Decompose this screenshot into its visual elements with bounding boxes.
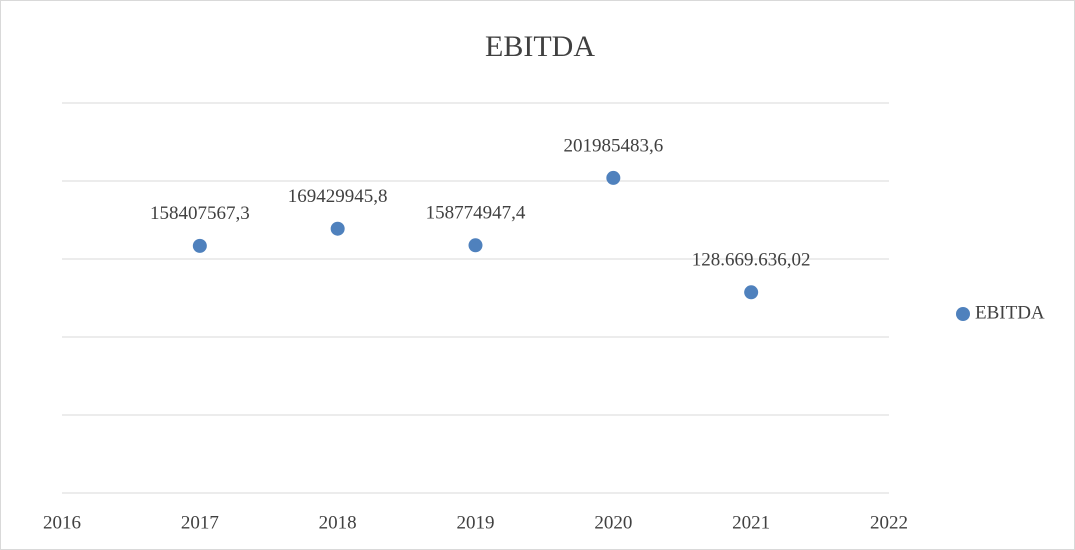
- legend-marker: [956, 307, 970, 321]
- x-tick-label: 2019: [457, 512, 495, 533]
- x-tick-label: 2020: [594, 512, 632, 533]
- point: [606, 170, 621, 185]
- x-tick-label: 2018: [319, 512, 357, 533]
- chart-title: EBITDA: [485, 30, 595, 63]
- data-label: 158407567,3: [150, 203, 250, 224]
- x-tick-label: 2022: [870, 512, 908, 533]
- point: [192, 238, 207, 253]
- point: [330, 221, 345, 236]
- data-label: 169429945,8: [288, 186, 388, 207]
- x-tick-label: 2017: [181, 512, 219, 533]
- data-label: 158774947,4: [426, 203, 526, 224]
- data-label: 201985483,6: [563, 135, 663, 156]
- point: [744, 285, 759, 300]
- x-tick-label: 2016: [43, 512, 81, 533]
- data-label: 128.669.636,02: [692, 250, 811, 271]
- point: [468, 238, 483, 253]
- x-tick-label: 2021: [732, 512, 770, 533]
- legend-label: EBITDA: [975, 302, 1045, 323]
